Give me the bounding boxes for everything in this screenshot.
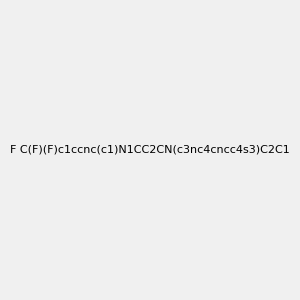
Text: F C(F)(F)c1ccnc(c1)N1CC2CN(c3nc4cncc4s3)C2C1: F C(F)(F)c1ccnc(c1)N1CC2CN(c3nc4cncc4s3)… [10, 145, 290, 155]
